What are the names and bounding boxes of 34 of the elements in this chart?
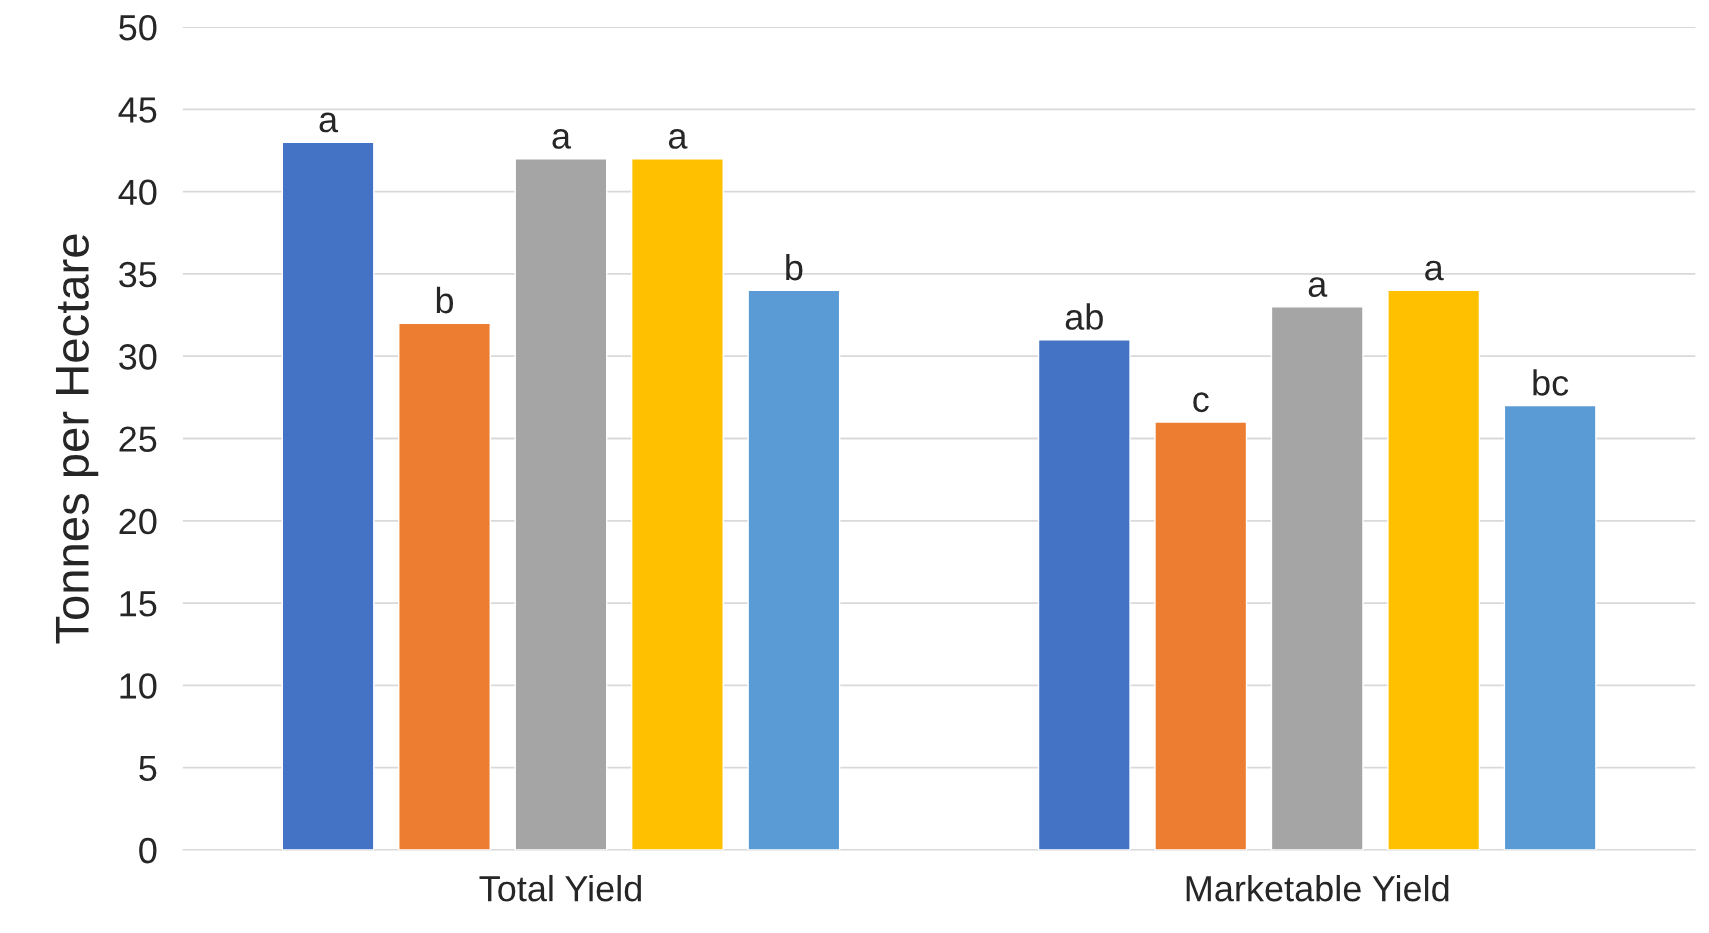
bar [514,158,608,850]
data-label: b [786,253,803,281]
bar [747,289,841,850]
y-tick-label: 30 [119,344,157,370]
bar [1270,306,1364,850]
y-axis-title: Tonnes per Hectare [55,234,99,644]
data-label: b [436,286,454,314]
y-tick-label: 45 [118,97,157,123]
y-tick-label: 35 [119,261,157,288]
data-label: a [668,129,688,149]
data-label: a [1308,277,1328,297]
y-tick-label: 5 [139,755,157,782]
bar [398,322,491,850]
data-label: a [319,112,339,133]
data-label: c [1193,392,1209,413]
y-tick-label: 0 [139,837,157,864]
x-tick-label: Total Yield [479,874,641,902]
y-tick-label: 20 [119,508,157,535]
x-tick-label: Marketable Yield [1186,874,1449,902]
bar [630,158,724,850]
y-tick-label: 25 [119,426,157,452]
data-label: a [552,129,572,149]
bar [281,141,375,850]
bar [1154,421,1248,850]
y-tick-label: 10 [120,673,157,699]
data-label: ab [1065,303,1103,330]
bar [1387,289,1481,850]
y-tick-label: 15 [120,591,157,617]
y-tick-label: 40 [118,179,157,206]
bar [1037,339,1131,850]
data-label: a [1425,260,1444,281]
y-tick-label: 50 [119,14,157,41]
data-label: bc [1533,369,1569,396]
bar [1503,404,1597,850]
